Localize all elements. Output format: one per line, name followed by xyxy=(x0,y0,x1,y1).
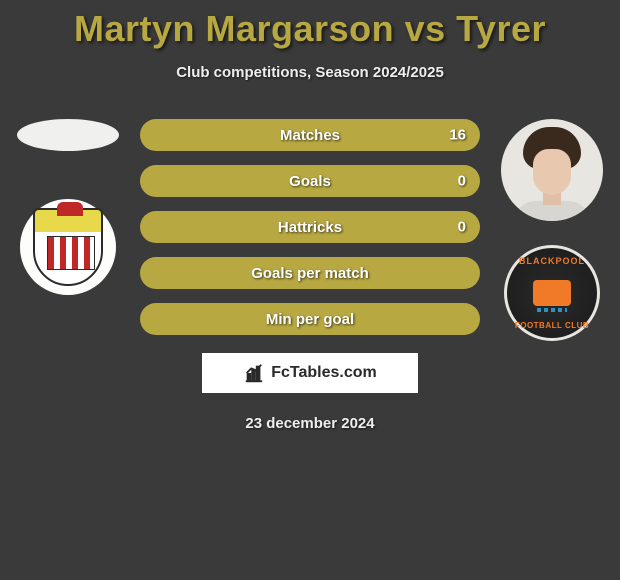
right-player-column: BLACKPOOL FOOTBALL CLUB xyxy=(492,119,612,341)
brand-text: FcTables.com xyxy=(271,364,377,382)
brand-badge: FcTables.com xyxy=(202,353,418,393)
stat-label: Matches xyxy=(280,127,340,144)
stat-label: Hattricks xyxy=(278,219,342,236)
page-title: Martyn Margarson vs Tyrer xyxy=(0,0,620,50)
left-player-column xyxy=(8,119,128,295)
bar-chart-icon xyxy=(243,362,265,384)
stat-right-value: 0 xyxy=(458,219,466,236)
stat-row: Min per goal xyxy=(140,303,480,335)
stat-label: Goals xyxy=(289,173,331,190)
face-icon xyxy=(501,119,603,221)
stats-list: Matches 16 Goals 0 Hattricks 0 Goals per… xyxy=(140,119,480,335)
comparison-content: BLACKPOOL FOOTBALL CLUB Matches 16 Goals… xyxy=(0,119,620,432)
stat-right-value: 16 xyxy=(449,127,466,144)
stat-row: Goals per match xyxy=(140,257,480,289)
club-crest-icon: BLACKPOOL FOOTBALL CLUB xyxy=(507,248,597,338)
stat-row: Goals 0 xyxy=(140,165,480,197)
right-club-badge: BLACKPOOL FOOTBALL CLUB xyxy=(504,245,600,341)
shield-icon xyxy=(33,208,103,286)
stat-row: Matches 16 xyxy=(140,119,480,151)
left-club-badge xyxy=(20,199,116,295)
left-player-photo xyxy=(17,119,119,151)
stat-row: Hattricks 0 xyxy=(140,211,480,243)
stat-right-value: 0 xyxy=(458,173,466,190)
right-player-photo xyxy=(501,119,603,221)
page-subtitle: Club competitions, Season 2024/2025 xyxy=(0,64,620,81)
stat-label: Goals per match xyxy=(251,265,369,282)
footer-date: 23 december 2024 xyxy=(0,415,620,432)
stat-label: Min per goal xyxy=(266,311,354,328)
